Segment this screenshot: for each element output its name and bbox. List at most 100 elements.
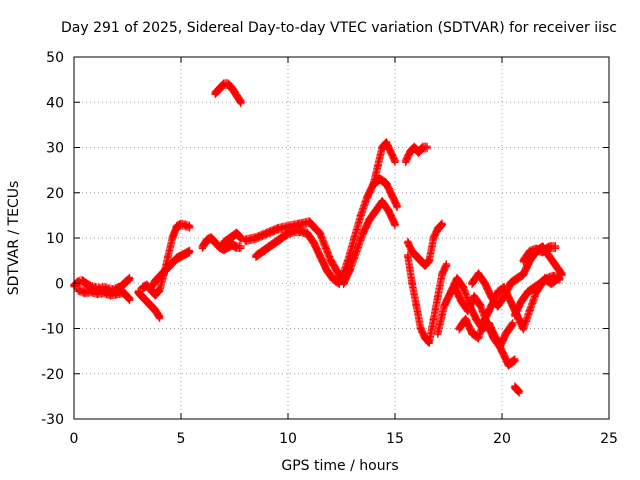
data-point	[433, 329, 442, 338]
y-tick-label: 20	[46, 186, 64, 202]
data-point	[112, 289, 121, 298]
data-point	[159, 267, 168, 276]
data-point	[517, 297, 526, 306]
data-point	[80, 288, 89, 297]
data-point	[251, 234, 260, 242]
data-point	[442, 261, 451, 270]
data-point	[408, 247, 417, 256]
series-t23	[510, 382, 524, 397]
data-point	[515, 387, 524, 396]
data-point	[461, 315, 470, 324]
data-point	[339, 279, 348, 288]
data-point	[181, 221, 190, 230]
data-point	[350, 234, 359, 242]
data-point	[172, 222, 181, 231]
data-point	[423, 143, 432, 152]
data-point	[155, 272, 164, 281]
data-point	[468, 279, 477, 288]
data-point	[219, 238, 228, 247]
data-point	[457, 297, 466, 306]
data-point	[211, 89, 220, 98]
series-t9	[251, 226, 344, 289]
data-point	[273, 224, 282, 233]
data-point	[416, 324, 425, 333]
data-point	[346, 265, 355, 274]
series-t11	[337, 174, 402, 284]
data-point	[476, 301, 485, 310]
data-point	[401, 157, 410, 166]
y-tick-label: 50	[46, 50, 64, 66]
data-point	[510, 310, 519, 319]
series-t7	[211, 79, 245, 108]
data-point	[391, 220, 399, 229]
data-point	[487, 292, 496, 301]
data-point	[410, 143, 419, 152]
data-point	[106, 290, 115, 299]
data-point	[474, 333, 483, 342]
data-point	[542, 274, 551, 283]
chart-title: Day 291 of 2025, Sidereal Day-to-day VTE…	[61, 20, 617, 36]
y-tick-label: 40	[46, 95, 64, 111]
data-point	[264, 243, 273, 252]
y-tick-label: -20	[41, 367, 64, 383]
data-point	[74, 286, 83, 295]
data-point	[236, 234, 245, 242]
data-point	[99, 288, 108, 297]
data-point	[480, 279, 489, 288]
data-point	[403, 238, 412, 247]
data-point	[206, 234, 215, 242]
data-point	[147, 301, 156, 310]
series-t8	[219, 228, 245, 248]
data-point	[388, 193, 397, 202]
data-point	[296, 227, 305, 236]
data-point	[309, 238, 318, 247]
data-point	[519, 256, 528, 265]
data-point	[241, 236, 250, 245]
data-point	[493, 301, 502, 310]
data-point	[151, 276, 160, 285]
data-point	[414, 148, 423, 157]
data-point	[185, 222, 194, 231]
data-point	[378, 143, 387, 152]
data-point	[463, 306, 472, 315]
data-point	[405, 148, 414, 157]
series-t15	[403, 219, 447, 270]
data-point	[429, 234, 438, 242]
data-point	[119, 288, 128, 297]
data-point	[386, 148, 395, 157]
data-point	[164, 263, 173, 272]
data-point	[365, 215, 374, 224]
data-point	[371, 206, 380, 215]
data-point	[532, 245, 541, 254]
data-point	[420, 261, 429, 270]
series-t4	[138, 219, 194, 300]
data-point	[403, 252, 412, 261]
data-point	[382, 138, 391, 147]
data-point	[433, 292, 442, 301]
data-point	[500, 292, 509, 301]
data-point	[215, 243, 224, 252]
data-point	[125, 274, 134, 283]
data-point	[236, 98, 245, 107]
data-point	[506, 279, 515, 288]
data-point	[125, 295, 134, 304]
x-tick-label: 25	[600, 431, 618, 447]
data-point	[438, 270, 447, 279]
data-point	[177, 220, 185, 229]
data-point	[294, 220, 303, 229]
data-point	[506, 297, 515, 306]
data-point	[226, 234, 235, 242]
data-point	[472, 315, 481, 324]
data-point	[551, 243, 560, 252]
data-point	[474, 270, 483, 279]
data-point	[378, 197, 387, 206]
data-point	[489, 333, 498, 342]
x-tick-label: 5	[177, 431, 186, 447]
x-tick-label: 20	[493, 431, 511, 447]
series-t14	[401, 142, 432, 166]
data-point	[356, 211, 365, 220]
data-point	[164, 252, 173, 261]
data-point	[508, 319, 517, 328]
data-point	[382, 179, 391, 188]
